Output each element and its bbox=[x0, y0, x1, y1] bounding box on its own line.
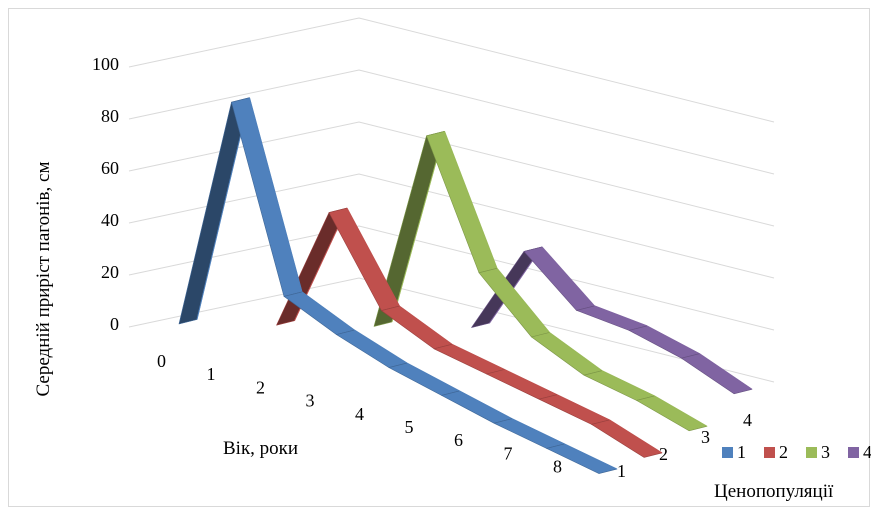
y-axis-title: Середній приріст пагонів, см bbox=[33, 162, 54, 397]
chart-3d-line: 0 20 40 60 80 100 0 1 2 3 4 5 6 7 8 1 2 3 4 Середній при… bbox=[33, 17, 871, 502]
chart-area: 0 20 40 60 80 100 0 1 2 3 4 5 6 7 8 1 2 3 4 Середній при… bbox=[8, 8, 871, 507]
legend-label: 3 bbox=[821, 442, 830, 462]
ribbon-edge bbox=[504, 369, 558, 396]
ribbon-segment bbox=[178, 97, 250, 325]
ribbon-edge bbox=[549, 332, 603, 372]
series-3 bbox=[373, 131, 708, 432]
x-tick-label: 8 bbox=[553, 457, 562, 477]
ribbon-segment bbox=[336, 329, 408, 368]
ribbon-edge bbox=[459, 390, 513, 420]
ribbon-segment bbox=[433, 343, 505, 375]
ribbon-segment bbox=[583, 370, 655, 401]
ribbon-segment bbox=[388, 362, 460, 396]
ribbon-edge bbox=[391, 131, 445, 323]
series-1 bbox=[178, 97, 618, 474]
ribbon-segment bbox=[381, 305, 453, 350]
ribbon-edge bbox=[654, 395, 708, 427]
depth-axis-title: Ценопопуляції bbox=[714, 481, 834, 502]
ribbon-edge bbox=[346, 207, 400, 307]
legend-marker bbox=[764, 447, 775, 458]
legend-label: 2 bbox=[779, 442, 788, 462]
ribbon-edge bbox=[594, 305, 648, 327]
y-tick-label: 0 bbox=[110, 314, 119, 334]
x-tick-label: 6 bbox=[454, 430, 463, 450]
ribbon-edge bbox=[354, 329, 408, 364]
y-tick-label: 80 bbox=[101, 106, 119, 126]
legend-marker bbox=[722, 447, 733, 458]
ribbon-edge bbox=[564, 443, 618, 470]
legend-marker bbox=[848, 447, 859, 458]
ribbon-segment bbox=[591, 419, 663, 458]
ribbon-segment bbox=[636, 395, 708, 432]
depth-tick-label: 2 bbox=[659, 444, 668, 464]
x-axis: 0 1 2 3 4 5 6 7 8 bbox=[157, 351, 562, 477]
legend-label: 1 bbox=[737, 442, 746, 462]
y-tick-label: 100 bbox=[92, 54, 119, 74]
ribbon-edge bbox=[444, 131, 498, 269]
y-axis: 0 20 40 60 80 100 bbox=[92, 54, 119, 334]
gridline bbox=[128, 17, 775, 123]
ribbon-edge bbox=[496, 267, 550, 333]
series-group bbox=[178, 97, 753, 474]
ribbon-segment bbox=[486, 369, 558, 400]
gridline bbox=[128, 121, 775, 227]
y-tick-label: 40 bbox=[101, 210, 119, 230]
ribbon-edge bbox=[601, 370, 655, 397]
gridline bbox=[128, 173, 775, 279]
x-tick-label: 0 bbox=[157, 351, 166, 371]
ribbon-edge bbox=[399, 305, 453, 345]
ribbon-edge bbox=[556, 394, 610, 421]
depth-tick-label: 3 bbox=[701, 427, 710, 447]
ribbon-edge bbox=[451, 343, 505, 370]
legend-label: 4 bbox=[863, 442, 871, 462]
gridline bbox=[128, 69, 775, 175]
ribbon-segment bbox=[231, 97, 303, 297]
ribbon-segment bbox=[531, 332, 603, 376]
legend: 1 2 3 4 bbox=[722, 442, 871, 462]
ribbon-edge bbox=[406, 362, 460, 392]
x-tick-label: 4 bbox=[355, 404, 364, 424]
depth-axis: 1 2 3 4 bbox=[617, 410, 752, 481]
gridline bbox=[128, 225, 775, 331]
ribbon-edge bbox=[541, 246, 595, 307]
ribbon-edge bbox=[609, 419, 663, 454]
x-tick-label: 7 bbox=[504, 443, 513, 463]
x-tick-label: 3 bbox=[306, 391, 315, 411]
y-tick-label: 20 bbox=[101, 262, 119, 282]
gridline bbox=[128, 277, 775, 383]
ribbon-segment bbox=[523, 246, 595, 311]
ribbon-segment bbox=[441, 390, 513, 424]
x-tick-label: 5 bbox=[405, 417, 414, 437]
ribbon-segment bbox=[576, 305, 648, 331]
series-4 bbox=[471, 246, 753, 395]
ribbon-edge bbox=[699, 353, 753, 390]
ribbon-edge bbox=[511, 418, 565, 445]
x-axis-title: Вік, роки bbox=[223, 438, 298, 459]
ribbon-segment bbox=[628, 325, 700, 359]
depth-tick-label: 4 bbox=[743, 410, 752, 430]
x-tick-label: 2 bbox=[256, 377, 265, 397]
ribbon-edge bbox=[646, 325, 700, 355]
y-tick-label: 60 bbox=[101, 158, 119, 178]
ribbon-segment bbox=[538, 394, 610, 425]
ribbon-edge bbox=[249, 97, 303, 293]
ribbon-segment bbox=[328, 207, 400, 311]
ribbon-edge bbox=[301, 291, 355, 331]
series-2 bbox=[276, 207, 663, 458]
legend-marker bbox=[806, 447, 817, 458]
x-tick-label: 1 bbox=[207, 364, 216, 384]
depth-tick-label: 1 bbox=[617, 461, 626, 481]
